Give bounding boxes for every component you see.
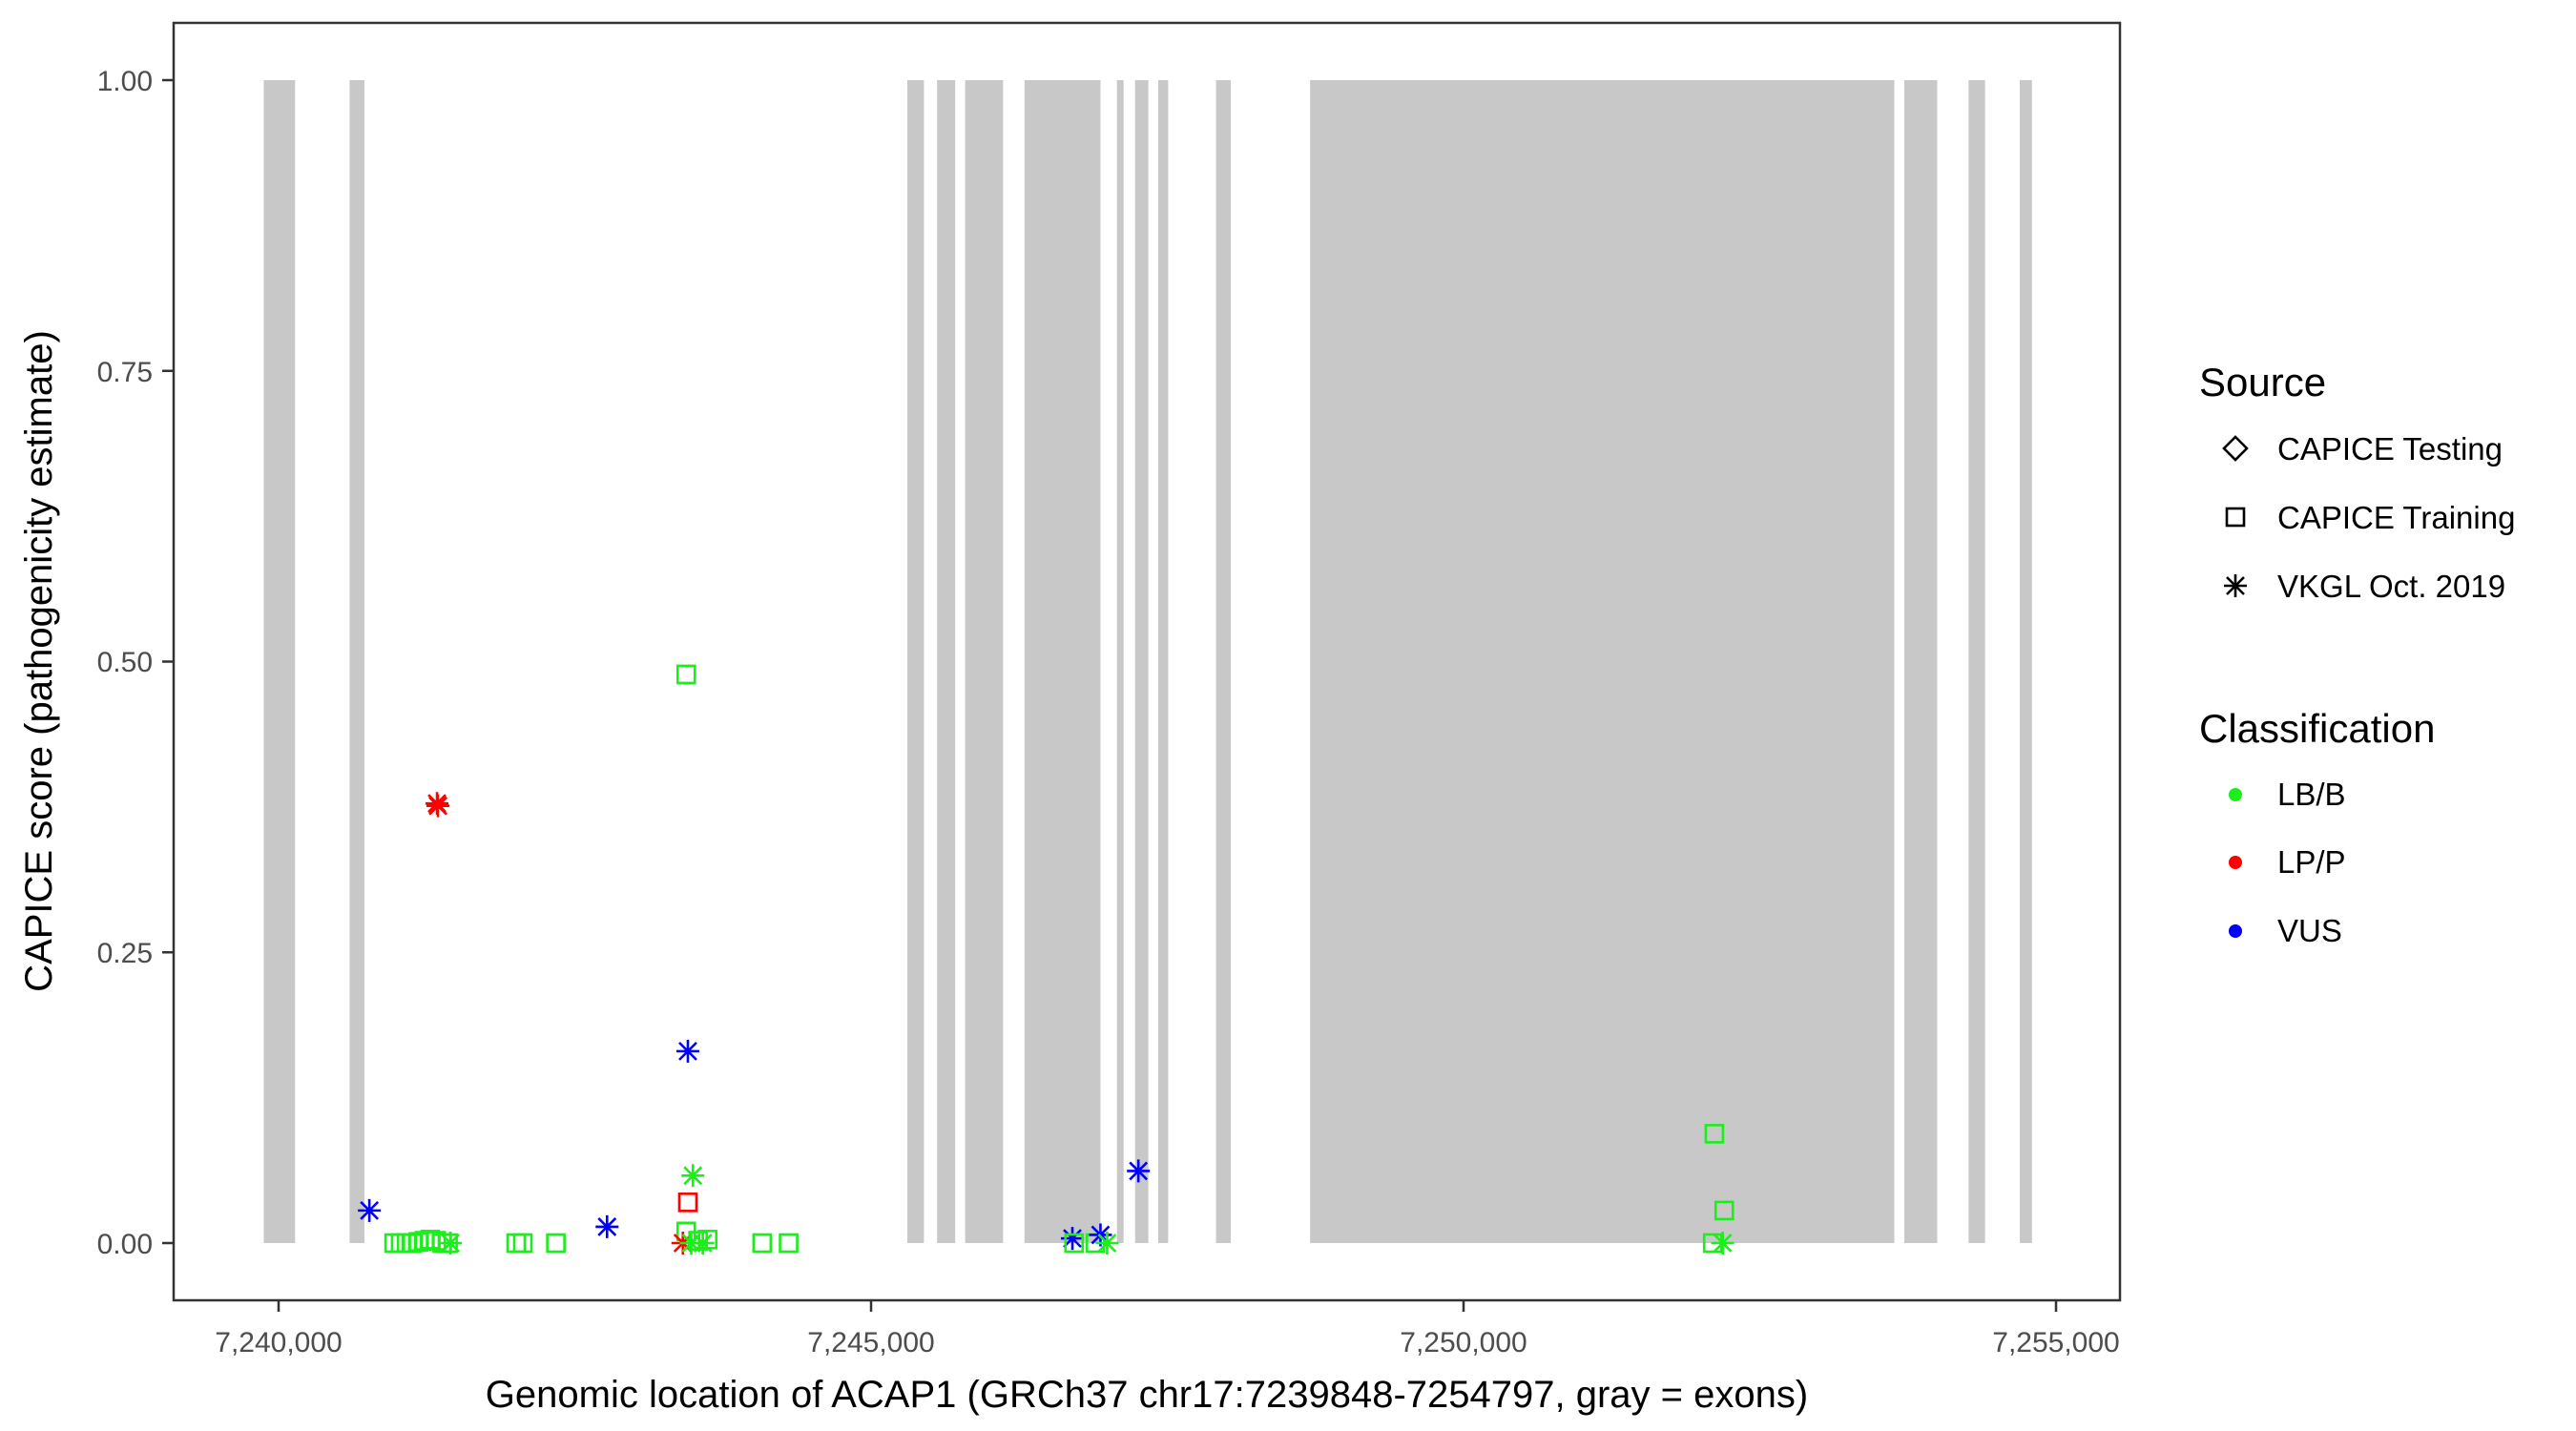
legend-title-classification: Classification xyxy=(2199,706,2435,751)
x-tick-label: 7,250,000 xyxy=(1400,1327,1527,1358)
legend-dot-icon xyxy=(2229,856,2242,869)
y-tick-label: 0.75 xyxy=(97,357,153,388)
y-tick-label: 0.25 xyxy=(97,938,153,969)
exon-bands xyxy=(263,80,2032,1243)
data-point xyxy=(546,1233,566,1254)
legend-class-symbols xyxy=(2229,788,2242,938)
data-point xyxy=(512,1233,533,1254)
y-tick-label: 0.00 xyxy=(97,1229,153,1260)
legend-item-label: LB/B xyxy=(2277,777,2346,812)
x-tick-label: 7,240,000 xyxy=(215,1327,342,1358)
x-tick-label: 7,245,000 xyxy=(807,1327,934,1358)
exon-band xyxy=(1310,80,1895,1243)
legend-dot-icon xyxy=(2229,924,2242,938)
data-point xyxy=(1064,1233,1085,1254)
data-points xyxy=(358,664,1735,1255)
data-point xyxy=(1127,1159,1151,1183)
data-point xyxy=(358,1198,382,1222)
exon-band xyxy=(965,80,1004,1243)
x-axis: 7,240,000 7,245,000 7,250,000 7,255,000 xyxy=(215,1327,2119,1358)
exon-band xyxy=(1215,80,1232,1243)
legend-item-label: LP/P xyxy=(2277,844,2346,880)
exon-band xyxy=(1968,80,1985,1243)
exon-band xyxy=(1116,80,1124,1243)
legend-source-symbols xyxy=(2222,435,2249,597)
data-point xyxy=(595,1214,619,1238)
legend-asterisk-icon xyxy=(2224,574,2247,597)
data-point xyxy=(1061,1227,1085,1251)
legend-title-source: Source xyxy=(2199,360,2326,404)
data-point xyxy=(1095,1232,1119,1255)
tick-marks xyxy=(162,78,2058,1312)
data-point xyxy=(426,1231,447,1251)
data-point xyxy=(677,1192,698,1213)
exon-band xyxy=(937,80,956,1243)
y-tick-label: 0.50 xyxy=(97,647,153,678)
exon-band xyxy=(1157,80,1169,1243)
y-axis: 0.00 0.25 0.50 0.75 1.00 xyxy=(97,66,153,1260)
data-point xyxy=(439,1232,463,1255)
exon-band xyxy=(1134,80,1149,1243)
legend: Source CAPICE Testing CAPICE Training VK… xyxy=(2199,360,2515,948)
legend-item-label: CAPICE Testing xyxy=(2277,431,2503,467)
data-point xyxy=(752,1233,773,1254)
legend-item-label: CAPICE Training xyxy=(2277,500,2515,535)
legend-item-label: VUS xyxy=(2277,913,2342,948)
data-point xyxy=(679,1232,703,1255)
data-point xyxy=(697,1230,718,1250)
data-point xyxy=(675,1039,699,1063)
legend-square-icon xyxy=(2225,507,2246,528)
data-point xyxy=(1704,1124,1725,1144)
x-tick-label: 7,255,000 xyxy=(1992,1327,2119,1358)
legend-diamond-icon xyxy=(2222,435,2249,462)
exon-band xyxy=(2019,80,2032,1243)
data-point xyxy=(691,1232,715,1255)
data-point xyxy=(1714,1200,1735,1221)
exon-band xyxy=(263,80,296,1243)
data-point xyxy=(426,794,450,818)
data-point xyxy=(1711,1232,1735,1255)
y-axis-title: CAPICE score (pathogenicity estimate) xyxy=(18,330,60,992)
legend-item-label: VKGL Oct. 2019 xyxy=(2277,569,2505,604)
data-point xyxy=(779,1233,799,1254)
exon-band xyxy=(349,80,364,1243)
y-tick-label: 1.00 xyxy=(97,66,153,97)
legend-dot-icon xyxy=(2229,788,2242,801)
exon-band xyxy=(907,80,924,1243)
exon-band xyxy=(1024,80,1101,1243)
exon-band xyxy=(1903,80,1938,1243)
data-point xyxy=(675,664,696,685)
data-point xyxy=(681,1164,705,1188)
x-axis-title: Genomic location of ACAP1 (GRCh37 chr17:… xyxy=(486,1374,1808,1416)
